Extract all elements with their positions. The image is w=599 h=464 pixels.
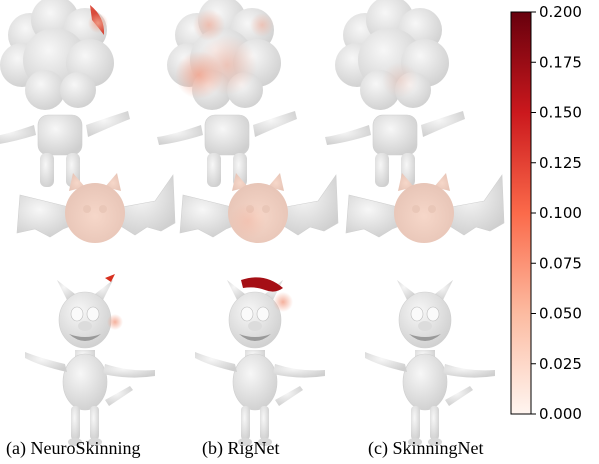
- colorbar-tick-label: 0.175: [539, 53, 582, 71]
- colorbar: 0.200 0.175 0.150 0.125 0.100 0.075 0.050 0.025…: [510, 3, 582, 423]
- row3-mesh-a: [24, 274, 156, 447]
- colorbar-tick-label: 0.050: [539, 305, 582, 323]
- colorbar-tick-label: 0.125: [539, 154, 582, 172]
- colorbar-tick-label: 0.025: [539, 355, 582, 373]
- row1-mesh-c: [324, 0, 466, 188]
- caption-neuroskinning: (a) NeuroSkinning: [6, 438, 141, 458]
- colorbar-tick-label: 0.200: [539, 3, 582, 21]
- row3-mesh-c: [364, 279, 496, 447]
- colorbar-ticks: 0.200 0.175 0.150 0.125 0.100 0.075 0.050 0.025…: [531, 3, 582, 423]
- caption-rignet: (b) RigNet: [202, 438, 280, 458]
- colorbar-gradient: [510, 11, 532, 415]
- caption-skinningnet: (c) SkinningNet: [368, 438, 484, 458]
- colorbar-tick-label: 0.000: [539, 405, 582, 423]
- row3-mesh-b: [194, 277, 326, 447]
- row1-mesh-a: [0, 0, 131, 188]
- colorbar-tick-label: 0.100: [539, 204, 582, 222]
- row1-mesh-b: [156, 0, 298, 188]
- colorbar-tick-label: 0.075: [539, 254, 582, 272]
- row2-mesh-c: [345, 172, 505, 244]
- colorbar-tick-label: 0.150: [539, 104, 582, 122]
- row2-mesh-b: [179, 172, 339, 244]
